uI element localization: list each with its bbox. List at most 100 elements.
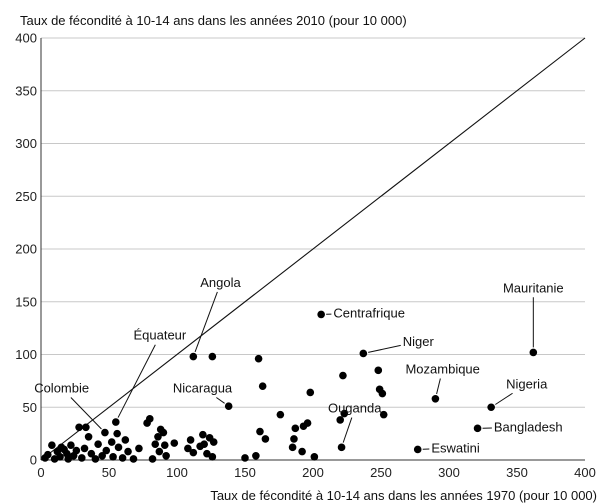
data-point (84, 432, 93, 441)
reference-line (40, 37, 586, 461)
annotation-leader (495, 392, 513, 405)
annotation-leader (342, 417, 353, 443)
data-point (98, 451, 106, 460)
annotation-label: Colombie (34, 380, 89, 395)
data-point (189, 352, 198, 361)
data-point (154, 432, 162, 441)
annotation-label: Mauritanie (503, 280, 564, 295)
data-point (41, 454, 49, 462)
annotation-label: Équateur (133, 328, 186, 343)
annotation-leader (368, 344, 401, 353)
data-point (359, 349, 368, 358)
data-point (378, 389, 387, 398)
data-point (102, 446, 111, 455)
data-point (241, 454, 249, 462)
data-point (160, 441, 169, 450)
data-point (288, 443, 297, 452)
data-point (258, 382, 267, 390)
data-point (209, 438, 218, 446)
data-point (291, 424, 300, 433)
data-point (170, 439, 179, 447)
data-point (303, 419, 312, 427)
data-point (208, 453, 217, 461)
annotations: Angola Équateur Colombie Nicaragua Centrafri… (34, 275, 563, 456)
data-point (87, 449, 96, 458)
data-point (186, 436, 195, 444)
data-point (135, 444, 143, 453)
data-point (337, 443, 346, 452)
annotation-label: Angola (200, 275, 241, 290)
data-point (184, 444, 192, 453)
data-point (374, 366, 383, 375)
data-point (72, 446, 81, 455)
axes: 0 50 100 150 200 250 300 350 400 0 50 100 150 200 250 3… (15, 31, 596, 481)
data-point (151, 440, 160, 448)
data-point (146, 415, 154, 423)
data-point (78, 454, 86, 462)
data-point (162, 451, 170, 460)
x-tick-label: 0 (37, 465, 44, 480)
x-tick-label: 50 (102, 465, 116, 480)
annotation-label: Bangladesh (494, 420, 563, 435)
data-point (129, 455, 138, 463)
data-point (290, 435, 298, 443)
annotation-label: Eswatini (431, 441, 480, 456)
x-tick-label: 150 (234, 465, 256, 480)
data-point (473, 424, 482, 433)
y-tick-label: 150 (15, 294, 37, 309)
data-point (317, 310, 325, 319)
x-axis-title: Taux de fécondité à 10-14 ans dans les a… (210, 488, 597, 503)
y-tick-label: 200 (15, 242, 37, 257)
data-point (56, 453, 64, 461)
data-point (261, 435, 270, 443)
data-point (252, 451, 260, 460)
data-point (336, 416, 345, 424)
annotation-label: Nicaragua (173, 380, 233, 395)
data-point (148, 455, 157, 463)
data-point (487, 403, 495, 412)
data-point (224, 402, 233, 410)
data-point (189, 448, 198, 457)
x-tick-label: 100 (166, 465, 188, 480)
x-tick-label: 300 (438, 465, 460, 480)
y-tick-label: 100 (15, 347, 37, 362)
data-points (41, 310, 538, 463)
annotation-leader (216, 397, 225, 404)
data-point (208, 352, 217, 361)
annotation-label: Ouganda (328, 401, 382, 416)
data-point (298, 447, 306, 456)
data-point (118, 454, 127, 462)
annotation-label: Niger (403, 334, 435, 349)
diagonal-line (40, 37, 586, 461)
data-point (94, 440, 102, 448)
annotation-label: Nigeria (506, 376, 548, 391)
y-axis-title: Taux de fécondité à 10-14 ans dans les a… (20, 13, 407, 28)
y-tick-label: 300 (15, 136, 37, 151)
y-tick-label: 0 (30, 453, 37, 468)
data-point (340, 409, 349, 418)
data-point (529, 348, 538, 357)
annotation-leader (194, 291, 218, 353)
data-point (413, 445, 422, 454)
x-tick-label: 350 (506, 465, 528, 480)
y-tick-label: 50 (23, 400, 37, 415)
data-point (254, 354, 263, 363)
data-point (155, 447, 164, 456)
data-point (109, 453, 117, 461)
gridlines (41, 37, 585, 408)
y-tick-label: 250 (15, 189, 37, 204)
data-point (256, 427, 264, 436)
data-point (121, 436, 130, 444)
data-point (159, 428, 168, 437)
data-point (379, 410, 388, 419)
data-point (339, 371, 347, 380)
x-tick-label: 400 (574, 465, 596, 480)
annotation-label: Mozambique (405, 361, 479, 376)
y-tick-label: 350 (15, 83, 37, 98)
data-point (82, 423, 90, 432)
annotation-leader (70, 397, 102, 430)
data-point (112, 418, 120, 426)
data-point (91, 455, 100, 463)
data-point (200, 440, 208, 448)
